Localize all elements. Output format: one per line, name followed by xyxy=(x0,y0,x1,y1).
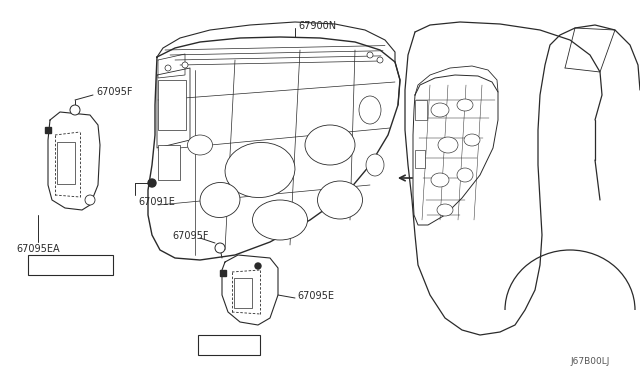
Ellipse shape xyxy=(188,135,212,155)
Circle shape xyxy=(70,105,80,115)
Ellipse shape xyxy=(317,181,362,219)
Text: 67095F: 67095F xyxy=(172,231,209,241)
Bar xyxy=(57,142,75,184)
Ellipse shape xyxy=(457,99,473,111)
Text: 66900: 66900 xyxy=(214,340,244,350)
Bar xyxy=(28,255,113,275)
Bar xyxy=(45,127,51,133)
Bar xyxy=(415,150,425,168)
Text: 67900N: 67900N xyxy=(298,21,336,31)
Circle shape xyxy=(255,263,261,269)
Ellipse shape xyxy=(366,154,384,176)
Circle shape xyxy=(85,195,95,205)
Bar xyxy=(158,80,186,130)
Circle shape xyxy=(215,243,225,253)
Ellipse shape xyxy=(464,134,480,146)
Text: 67095EA: 67095EA xyxy=(16,244,60,254)
Circle shape xyxy=(377,57,383,63)
Bar xyxy=(415,100,427,120)
Ellipse shape xyxy=(437,204,453,216)
Text: J67B00LJ: J67B00LJ xyxy=(570,357,609,366)
Text: 66901: 66901 xyxy=(36,259,67,269)
Ellipse shape xyxy=(457,168,473,182)
Circle shape xyxy=(182,62,188,68)
Ellipse shape xyxy=(200,183,240,218)
Circle shape xyxy=(165,65,171,71)
Text: 67091E: 67091E xyxy=(138,197,175,207)
Circle shape xyxy=(367,52,373,58)
Text: 67095F: 67095F xyxy=(96,87,132,97)
Bar xyxy=(198,335,260,355)
Ellipse shape xyxy=(305,125,355,165)
Circle shape xyxy=(148,179,156,187)
Bar xyxy=(220,270,226,276)
Ellipse shape xyxy=(359,96,381,124)
Ellipse shape xyxy=(225,142,295,198)
Bar xyxy=(234,278,252,308)
Ellipse shape xyxy=(431,103,449,117)
Ellipse shape xyxy=(253,200,307,240)
Text: 67095E: 67095E xyxy=(297,291,334,301)
Ellipse shape xyxy=(431,173,449,187)
Ellipse shape xyxy=(438,137,458,153)
Bar xyxy=(158,145,180,180)
